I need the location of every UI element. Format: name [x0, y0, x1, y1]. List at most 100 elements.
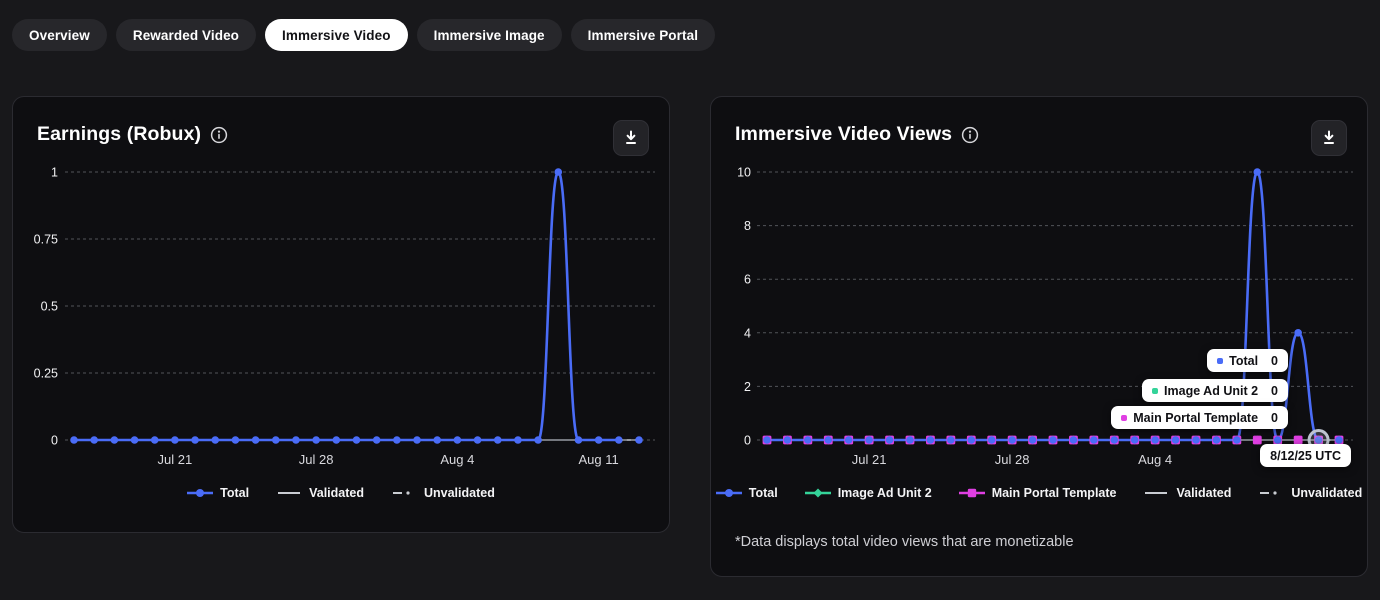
y-axis-tick: 0.25	[34, 367, 58, 381]
main-portal-template-marker	[1293, 435, 1303, 445]
total-marker	[271, 436, 280, 444]
y-axis-tick: 0.75	[34, 233, 58, 247]
total-marker	[1110, 436, 1119, 444]
y-axis-tick: 1	[51, 166, 58, 180]
total-marker	[967, 436, 976, 444]
total-marker	[514, 436, 522, 444]
monetizable-footnote: *Data displays total video views that ar…	[735, 534, 1074, 550]
legend-label: Unvalidated	[423, 486, 495, 500]
video-views-card: Immersive Video Views 0 2 4 6 8 10 Jul 21 Jul 2…	[710, 96, 1368, 577]
total-marker	[171, 436, 179, 444]
tooltip-total-label: Total	[1229, 353, 1259, 368]
total-marker	[493, 436, 502, 444]
tooltip-row-total: Total 0	[1207, 349, 1288, 372]
legend-item[interactable]: Unvalidated	[1258, 486, 1362, 500]
total-marker	[393, 436, 401, 444]
x-axis-tick: Aug 11	[579, 452, 619, 467]
tooltip-main-portal-template-value: 0	[1271, 410, 1278, 425]
total-marker	[865, 436, 873, 444]
total-marker	[1294, 329, 1302, 337]
total-marker	[352, 436, 361, 444]
legend-item[interactable]: Total	[715, 486, 778, 500]
total-marker	[1171, 436, 1180, 444]
total-marker	[231, 436, 240, 444]
tooltip-main-portal-template-label: Main Portal Template	[1133, 410, 1259, 425]
legend-marker-dashdot	[392, 491, 410, 495]
y-axis-tick: 10	[737, 166, 751, 180]
earnings-legend: Total Validated Unvalidated	[13, 486, 669, 500]
x-axis-tick: Jul 28	[299, 452, 334, 467]
total-marker	[554, 168, 563, 176]
total-marker	[906, 436, 914, 444]
info-icon[interactable]	[961, 126, 979, 144]
total-marker	[1069, 436, 1078, 444]
total-marker	[130, 436, 139, 444]
total-marker	[70, 436, 78, 444]
legend-item[interactable]: Main Portal Template	[958, 486, 1116, 500]
total-marker	[413, 436, 421, 444]
info-icon-glyph	[210, 126, 228, 143]
x-axis-tick: Jul 21	[852, 452, 887, 467]
legend-item[interactable]: Image Ad Unit 2	[804, 486, 932, 500]
total-marker	[1233, 436, 1241, 444]
download-button[interactable]	[613, 120, 649, 156]
total-marker	[1130, 436, 1139, 444]
total-series-dot	[1217, 357, 1224, 364]
total-marker	[947, 436, 955, 444]
total-marker	[433, 436, 442, 444]
total-marker	[1314, 436, 1323, 444]
total-marker	[1151, 436, 1159, 444]
x-axis-tick: Aug 4	[1138, 452, 1172, 467]
y-axis-tick: 0	[744, 434, 751, 448]
tab-overview[interactable]: Overview	[12, 19, 107, 51]
video-views-legend: Total Image Ad Unit 2 Main Portal Template…	[711, 486, 1367, 500]
total-marker	[251, 436, 260, 444]
y-axis-tick: 8	[744, 219, 751, 233]
legend-item[interactable]: Unvalidated	[391, 486, 495, 500]
tab-immersive-image[interactable]: Immersive Image	[416, 19, 562, 51]
total-marker	[332, 436, 341, 444]
info-icon[interactable]	[210, 126, 228, 144]
total-marker	[211, 436, 220, 444]
total-marker	[1028, 436, 1037, 444]
total-marker	[1090, 436, 1098, 444]
total-marker	[1192, 436, 1200, 444]
y-axis-tick: 0.5	[41, 300, 58, 314]
total-marker	[110, 436, 119, 444]
legend-item[interactable]: Validated	[1143, 486, 1231, 500]
legend-marker-diamond	[804, 488, 831, 498]
total-marker	[926, 436, 935, 444]
total-marker	[987, 436, 996, 444]
legend-label: Validated	[1176, 486, 1232, 500]
y-axis-tick: 6	[744, 273, 751, 287]
legend-label: Total	[748, 486, 778, 500]
download-button[interactable]	[1311, 120, 1347, 156]
earnings-card: Earnings (Robux) 0 0.25 0.5 0.75 1 Jul 21 Jul …	[12, 96, 670, 533]
total-marker	[594, 436, 603, 444]
total-marker	[885, 436, 894, 444]
total-marker	[1335, 436, 1343, 444]
legend-item[interactable]: Total	[187, 486, 249, 500]
tab-immersive-video[interactable]: Immersive Video	[265, 19, 408, 51]
tab-immersive-portal[interactable]: Immersive Portal	[570, 19, 716, 51]
tooltip-row-main-portal-template: Main Portal Template 0	[1111, 406, 1288, 429]
earnings-card-title: Earnings (Robux)	[37, 123, 202, 145]
total-marker	[150, 436, 159, 444]
legend-marker-square	[958, 488, 985, 498]
legend-item[interactable]: Validated	[276, 486, 364, 500]
x-axis-tick: Jul 21	[158, 452, 193, 467]
legend-marker-circle	[715, 489, 742, 497]
total-marker	[763, 436, 771, 444]
total-marker	[453, 436, 462, 444]
download-icon	[626, 130, 636, 144]
legend-marker-solid	[278, 492, 301, 494]
total-marker	[615, 436, 623, 444]
total-marker	[473, 436, 482, 444]
download-icon	[1324, 130, 1334, 144]
earnings-chart[interactable]: 0 0.25 0.5 0.75 1 Jul 21 Jul 28 Aug 4 Aug 11	[13, 97, 671, 534]
main-portal-template-series-dot	[1121, 414, 1128, 421]
tab-rewarded-video[interactable]: Rewarded Video	[115, 19, 257, 51]
tooltip-image-ad-unit-2-value: 0	[1271, 383, 1278, 398]
tooltip-date-label: 8/12/25 UTC	[1270, 448, 1341, 463]
